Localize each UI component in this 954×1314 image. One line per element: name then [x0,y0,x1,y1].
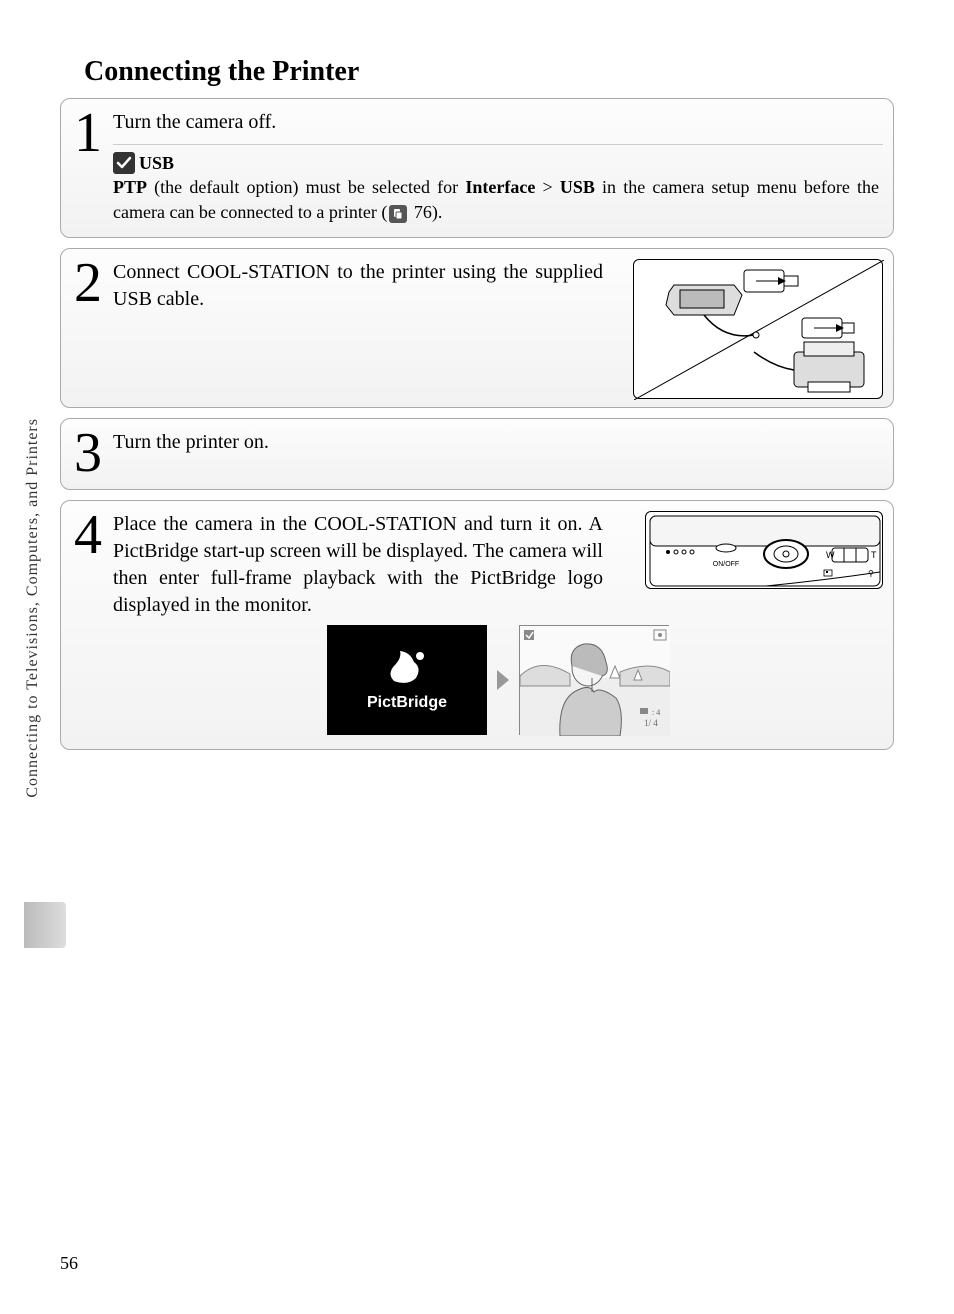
step-4-number: 4 [67,507,109,563]
step-4-body: Place the camera in the COOL-STATION and… [109,507,883,735]
pictbridge-screen: PictBridge [327,625,487,735]
step-1-number: 1 [67,105,109,161]
manual-page: Connecting the Printer 1 Turn the camera… [0,0,954,1314]
svg-text:1/ 4: 1/ 4 [644,718,658,728]
page-ref-icon [389,205,407,223]
page-number: 56 [60,1253,78,1274]
usb-ref: 76). [409,202,442,222]
usb-gt: > [535,177,560,197]
step-2-body: Connect COOL-STATION to the printer usin… [109,255,883,399]
usb-connection-diagram [633,259,883,399]
step-2-text: Connect COOL-STATION to the printer usin… [113,259,603,313]
usb-note: USB PTP (the default option) must be sel… [113,144,883,226]
side-section-label: Connecting to Televisions, Computers, an… [24,418,42,798]
step-3-number: 3 [67,425,109,481]
step-1: 1 Turn the camera off. USB PTP (the defa… [60,98,894,238]
onoff-label-svg: ON/OFF [713,561,739,568]
camera-top-diagram: ON/OFF W T ⚲ [645,511,883,589]
arrow-right-icon [497,670,509,690]
pictbridge-label: PictBridge [367,692,447,714]
usb-note-heading: USB [113,151,883,175]
page-title: Connecting the Printer [84,56,894,88]
usb-ptp: PTP [113,177,147,197]
usb-usb: USB [560,177,595,197]
usb-label: USB [139,151,174,175]
playback-screen: : 4 1/ 4 [519,625,669,735]
step-2: 2 Connect COOL-STATION to the printer us… [60,248,894,408]
step-3: 3 Turn the printer on. [60,418,894,490]
step-1-text: Turn the camera off. [113,109,883,136]
check-icon [113,152,135,174]
step-2-number: 2 [67,255,109,311]
step-4: 4 Place the camera in the COOL-STATION a… [60,500,894,750]
side-tab: Connecting to Televisions, Computers, an… [24,418,48,898]
usb-note-text: PTP (the default option) must be selecte… [113,175,883,225]
usb-interface: Interface [465,177,535,197]
svg-text:T: T [871,550,877,560]
step-1-body: Turn the camera off. USB PTP (the defaul… [109,105,883,226]
usb-body-1: (the default option) must be selected fo… [147,177,465,197]
svg-text:: 4: : 4 [652,708,660,717]
side-tab-handle [24,902,66,948]
pictbridge-row: PictBridge [113,625,883,735]
svg-text:W: W [826,550,835,560]
step-4-text: Place the camera in the COOL-STATION and… [113,511,603,619]
step-3-body: Turn the printer on. [109,425,883,456]
step-3-text: Turn the printer on. [113,429,883,456]
